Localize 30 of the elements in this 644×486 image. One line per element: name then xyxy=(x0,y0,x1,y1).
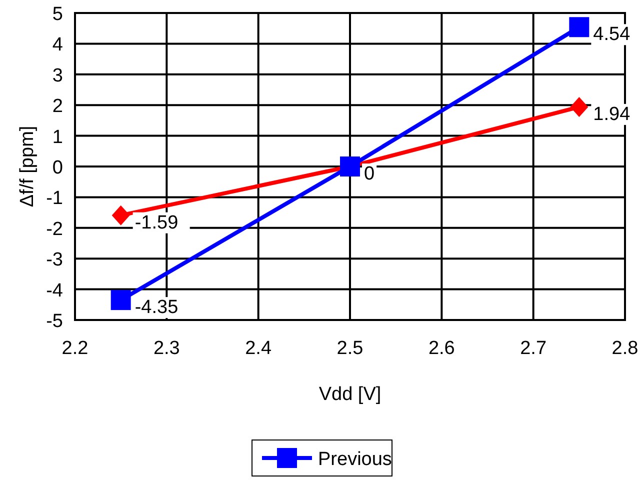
data-label: 4.54 xyxy=(593,24,631,46)
data-label: -4.35 xyxy=(134,297,178,318)
x-tick-label: 2.6 xyxy=(428,338,455,359)
y-tick-label: -4 xyxy=(46,280,64,302)
data-label: 1.94 xyxy=(593,104,631,125)
data-label: -1.59 xyxy=(134,212,178,234)
y-tick-label: 4 xyxy=(52,34,64,56)
y-tick-label: 0 xyxy=(52,158,63,178)
x-tick-label: 2.4 xyxy=(245,338,272,359)
x-tick-label: 2.8 xyxy=(612,338,638,359)
point xyxy=(112,205,130,226)
x-tick-label: 2.5 xyxy=(336,338,364,359)
point xyxy=(570,96,588,117)
y-axis-title: Δf/f [ppm] xyxy=(17,126,38,208)
y-tick-label: -2 xyxy=(46,218,63,240)
x-tick-label: 2.3 xyxy=(153,338,180,359)
y-tick-label: -1 xyxy=(46,188,63,210)
x-tick-label: 2.7 xyxy=(520,338,547,359)
point xyxy=(110,290,131,310)
y-tick-label: -5 xyxy=(46,311,63,332)
point xyxy=(569,17,590,38)
y-tick-label: -3 xyxy=(46,250,63,271)
legend-label: Previous xyxy=(318,449,392,470)
y-tick-label: 3 xyxy=(52,65,63,86)
y-tick-label: 1 xyxy=(52,126,63,148)
data-label: 0 xyxy=(364,164,375,184)
y-tick-label: 5 xyxy=(52,4,63,25)
x-axis-title: Vdd [V] xyxy=(318,384,382,405)
x-tick-label: 2.2 xyxy=(62,338,88,359)
y-tick-label: 2 xyxy=(52,96,63,118)
